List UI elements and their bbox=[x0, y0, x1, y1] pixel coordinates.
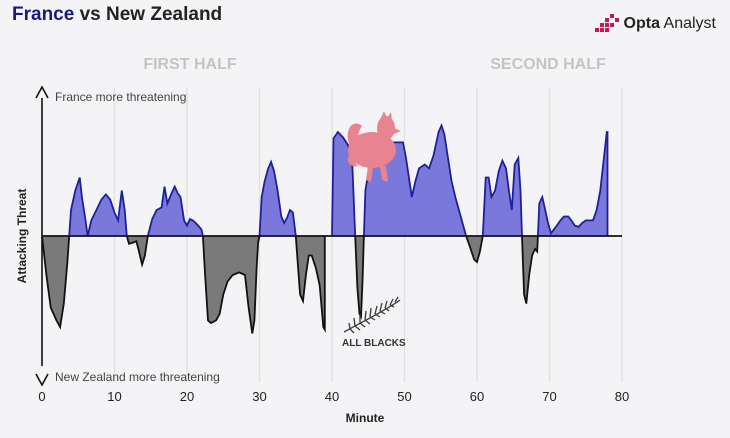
all-blacks-fern-icon bbox=[343, 296, 401, 334]
x-axis-title: Minute bbox=[346, 411, 385, 425]
brand-name-rest: Analyst bbox=[659, 15, 716, 32]
annotation-france-more-threatening: France more threatening bbox=[55, 90, 186, 104]
france-area-2 bbox=[332, 125, 608, 236]
nz-line-1 bbox=[41, 236, 326, 334]
panel-title-first-half: FIRST HALF bbox=[143, 56, 237, 73]
y-axis-title: Attacking Threat bbox=[15, 189, 29, 284]
page-title: France vs New Zealand bbox=[12, 4, 222, 26]
nz-area-1 bbox=[42, 236, 325, 334]
x-tick-label-10: 10 bbox=[107, 389, 121, 404]
x-tick-label-40: 40 bbox=[325, 389, 339, 404]
y-axis-arrow-down bbox=[35, 373, 49, 387]
france-rooster-icon bbox=[347, 111, 401, 182]
x-tick-label-60: 60 bbox=[470, 389, 484, 404]
x-tick-label-30: 30 bbox=[252, 389, 266, 404]
annotation-nz-more-threatening: New Zealand more threatening bbox=[55, 370, 220, 384]
x-tick-label-20: 20 bbox=[180, 389, 194, 404]
france-area-1 bbox=[42, 161, 325, 236]
threat-areas bbox=[41, 122, 622, 334]
opta-analyst-logo: Opta Analyst bbox=[594, 14, 716, 34]
x-tick-labels: 0 10 20 30 40 50 60 70 80 bbox=[38, 389, 629, 404]
x-tick-label-80: 80 bbox=[615, 389, 629, 404]
title-team-france: France bbox=[12, 4, 75, 25]
title-team-new-zealand: New Zealand bbox=[106, 4, 223, 25]
x-tick-label-50: 50 bbox=[397, 389, 411, 404]
y-axis-arrow-up bbox=[35, 85, 49, 99]
opta-logo-icon bbox=[594, 14, 619, 32]
axes bbox=[35, 85, 49, 387]
panel-title-second-half: SECOND HALF bbox=[490, 56, 606, 73]
x-tick-label-0: 0 bbox=[38, 389, 45, 404]
x-tick-label-70: 70 bbox=[542, 389, 556, 404]
title-vs: vs bbox=[79, 4, 101, 25]
france-line-1 bbox=[42, 159, 326, 236]
brand-text: Opta Analyst bbox=[624, 15, 716, 33]
all-blacks-wordmark: ALL BLACKS bbox=[342, 338, 406, 349]
brand-name-bold: Opta bbox=[623, 15, 660, 32]
